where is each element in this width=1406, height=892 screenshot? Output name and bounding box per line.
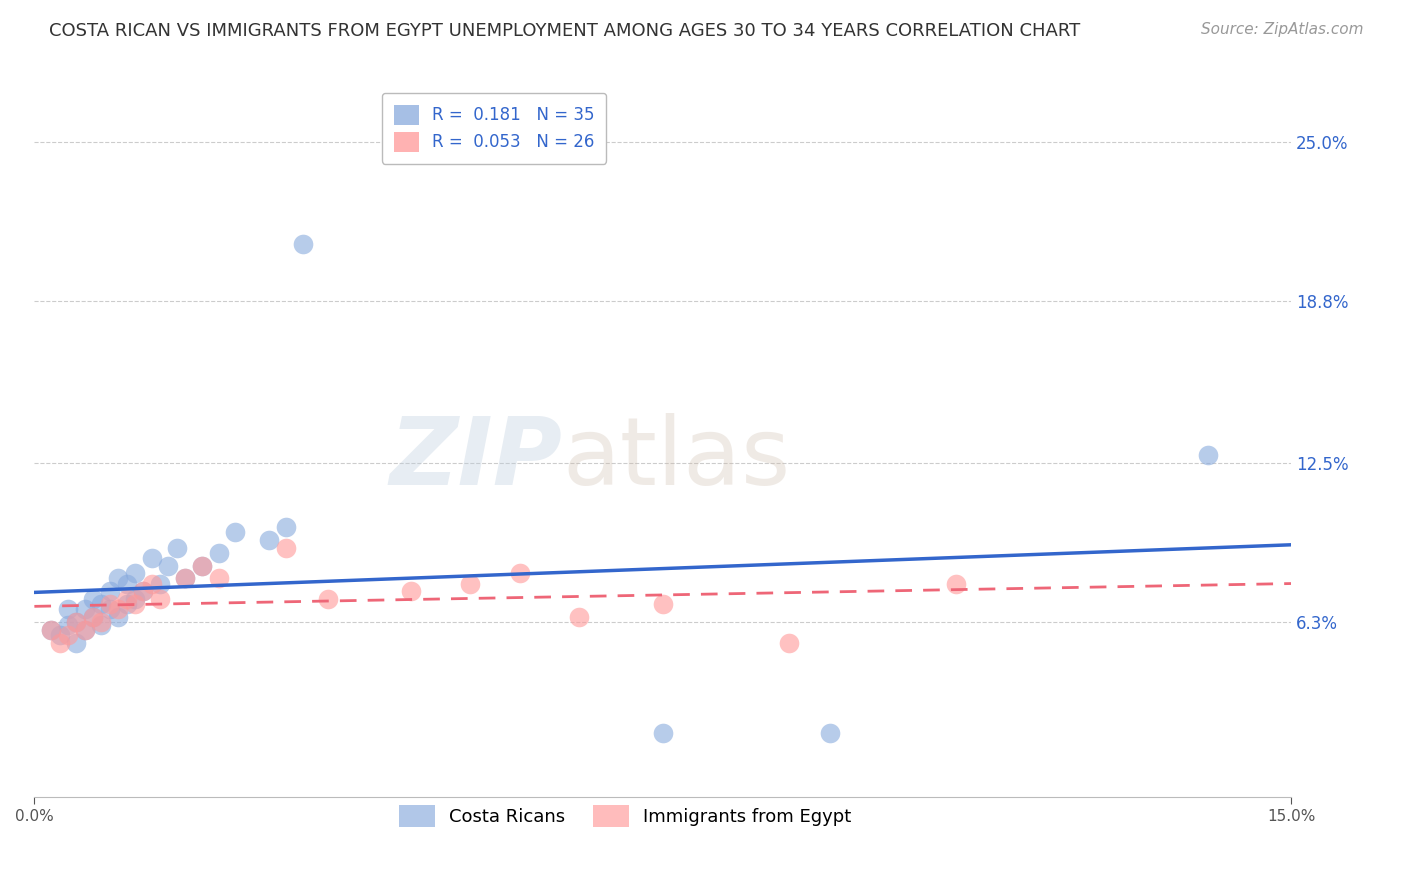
Point <box>98 584 121 599</box>
Point <box>124 566 146 581</box>
Point <box>166 541 188 555</box>
Point <box>39 623 62 637</box>
Point <box>65 615 87 629</box>
Text: ZIP: ZIP <box>389 413 562 505</box>
Point <box>945 576 967 591</box>
Point <box>98 602 121 616</box>
Point <box>208 571 231 585</box>
Point <box>820 725 842 739</box>
Point <box>115 576 138 591</box>
Point <box>274 541 297 555</box>
Point <box>257 533 280 547</box>
Point <box>107 610 129 624</box>
Point <box>141 550 163 565</box>
Point <box>90 597 112 611</box>
Point <box>568 610 591 624</box>
Point <box>56 602 79 616</box>
Point <box>291 237 314 252</box>
Point <box>107 602 129 616</box>
Point <box>1197 448 1219 462</box>
Point <box>65 635 87 649</box>
Point <box>141 576 163 591</box>
Point <box>48 628 70 642</box>
Point <box>82 591 104 606</box>
Point <box>65 615 87 629</box>
Point <box>132 584 155 599</box>
Point <box>82 610 104 624</box>
Point <box>115 591 138 606</box>
Point <box>39 623 62 637</box>
Point <box>115 597 138 611</box>
Point <box>458 576 481 591</box>
Text: atlas: atlas <box>562 413 790 505</box>
Point <box>124 591 146 606</box>
Point <box>56 628 79 642</box>
Text: Source: ZipAtlas.com: Source: ZipAtlas.com <box>1201 22 1364 37</box>
Point <box>73 623 96 637</box>
Point <box>48 635 70 649</box>
Point <box>73 623 96 637</box>
Point <box>208 546 231 560</box>
Point <box>274 520 297 534</box>
Point <box>73 602 96 616</box>
Point <box>651 725 673 739</box>
Point <box>132 584 155 599</box>
Point <box>401 584 423 599</box>
Point <box>174 571 197 585</box>
Point <box>191 558 214 573</box>
Point <box>90 615 112 629</box>
Point <box>124 597 146 611</box>
Point <box>56 617 79 632</box>
Point <box>191 558 214 573</box>
Point <box>316 591 339 606</box>
Point <box>224 525 246 540</box>
Point <box>778 635 800 649</box>
Point <box>651 597 673 611</box>
Point <box>82 610 104 624</box>
Point <box>98 597 121 611</box>
Text: COSTA RICAN VS IMMIGRANTS FROM EGYPT UNEMPLOYMENT AMONG AGES 30 TO 34 YEARS CORR: COSTA RICAN VS IMMIGRANTS FROM EGYPT UNE… <box>49 22 1080 40</box>
Point <box>509 566 531 581</box>
Point <box>174 571 197 585</box>
Legend: Costa Ricans, Immigrants from Egypt: Costa Ricans, Immigrants from Egypt <box>392 798 859 835</box>
Point <box>149 591 172 606</box>
Point <box>107 571 129 585</box>
Point <box>149 576 172 591</box>
Point <box>90 617 112 632</box>
Point <box>157 558 180 573</box>
